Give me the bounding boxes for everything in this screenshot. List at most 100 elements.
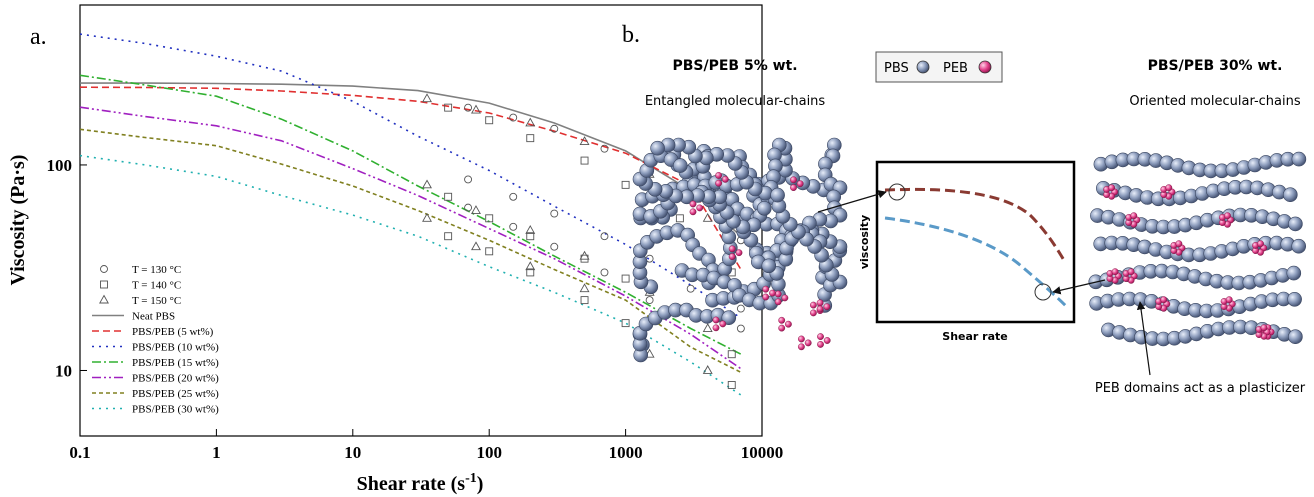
x-axis-label-sup: -1 [465, 471, 477, 486]
legend-label: Neat PBS [132, 311, 175, 323]
data-point [675, 214, 684, 223]
data-point [600, 232, 609, 241]
data-point [509, 113, 518, 122]
panel-a: a. Viscosity (Pa·s) Shear rate (s-1) 0.1… [7, 4, 784, 495]
peb-bead [721, 175, 729, 183]
bead [1288, 329, 1303, 345]
x-tick-label: 0.1 [69, 443, 90, 462]
peb-bead [1130, 212, 1138, 220]
peb-bead [798, 335, 805, 343]
data-point [444, 232, 453, 241]
data-point [509, 222, 518, 231]
series-line [79, 74, 742, 355]
bead-chains [632, 137, 1307, 363]
peb-bead [778, 324, 786, 332]
x-tick-label: 1000 [609, 443, 643, 462]
data-point [702, 212, 713, 222]
peb-bead [1108, 184, 1116, 192]
data-point [422, 179, 432, 189]
series-line [79, 106, 742, 370]
legend-label: PBS/PEB (10 wt%) [132, 342, 219, 354]
legend-label: PBS/PEB (25 wt%) [132, 388, 219, 400]
peb-bead [1165, 184, 1173, 192]
data-point [580, 156, 589, 165]
bead [1291, 238, 1306, 254]
peb-bead [804, 339, 812, 347]
peb-bead [1225, 296, 1233, 304]
data-point [645, 296, 654, 305]
peb-bead [696, 204, 704, 212]
data-point [580, 296, 589, 305]
legend-label: T = 130 °C [132, 264, 181, 276]
panel-label: a. [30, 24, 47, 50]
legend-marker [99, 294, 109, 304]
peb-bead [1224, 212, 1231, 220]
legend-label: PBS/PEB (5 wt%) [132, 326, 214, 338]
data-point [621, 180, 630, 189]
peb-bead [1160, 296, 1168, 304]
data-point [702, 365, 713, 374]
inset-curve-5 [884, 187, 1067, 263]
peb-bead [785, 320, 792, 328]
peb-bead [719, 320, 727, 328]
bead [756, 201, 772, 216]
data-point [485, 247, 494, 256]
bead [770, 187, 785, 203]
peb-bead [781, 294, 789, 302]
peb-bead [817, 333, 824, 340]
arrow [817, 190, 887, 213]
peb-bead [769, 289, 776, 297]
panel-label: b. [622, 22, 640, 48]
right-title: PBS/PEB 30% wt. [1148, 58, 1283, 74]
peb-bead [689, 200, 697, 208]
peb-bead [778, 316, 786, 324]
peb-bead [774, 298, 782, 306]
data-point [464, 203, 473, 212]
data-point [579, 250, 590, 260]
x-tick-label: 10 [344, 443, 361, 462]
x-tick-label: 10000 [741, 443, 784, 462]
data-point [422, 93, 432, 103]
data-point [621, 274, 630, 283]
peb-bead [735, 249, 743, 257]
data-point [464, 103, 473, 112]
peb-bead [715, 171, 722, 179]
data-point [600, 268, 609, 277]
data-point [525, 261, 536, 271]
peb-bead [816, 299, 824, 307]
bead [1286, 265, 1302, 281]
peb-bead [689, 208, 697, 216]
peb-bead [816, 305, 824, 313]
data-point [579, 283, 590, 293]
inset-marker [888, 183, 906, 201]
arrow [1052, 279, 1106, 295]
arrow [1136, 301, 1151, 376]
bead [1288, 216, 1303, 232]
y-tick-label: 100 [47, 156, 73, 175]
data-point [526, 134, 535, 143]
data-point [464, 175, 473, 184]
data-point [485, 116, 494, 125]
panel-b: b. PBS/PEB 5% wt. Entangled molecular-ch… [622, 22, 1307, 396]
data-point [736, 324, 745, 333]
data-point [509, 192, 518, 201]
data-point [736, 304, 745, 313]
peb-bead [712, 324, 720, 332]
peb-bead [762, 285, 770, 293]
peb-bead [796, 180, 804, 188]
data-point [444, 103, 453, 112]
peb-bead [1257, 240, 1264, 248]
data-point [550, 209, 559, 218]
data-point [686, 284, 695, 293]
bead [672, 158, 688, 173]
y-tick-label: 10 [55, 361, 72, 380]
legend-pbs-bead [916, 60, 930, 74]
x-axis-label-end: ) [477, 473, 484, 495]
data-point [525, 117, 536, 127]
data-point [422, 212, 432, 222]
left-caption: Entangled molecular-chains [645, 94, 826, 109]
x-tick-label: 1 [212, 443, 221, 462]
legend-peb: PEB [943, 61, 968, 76]
series-line [79, 154, 742, 396]
